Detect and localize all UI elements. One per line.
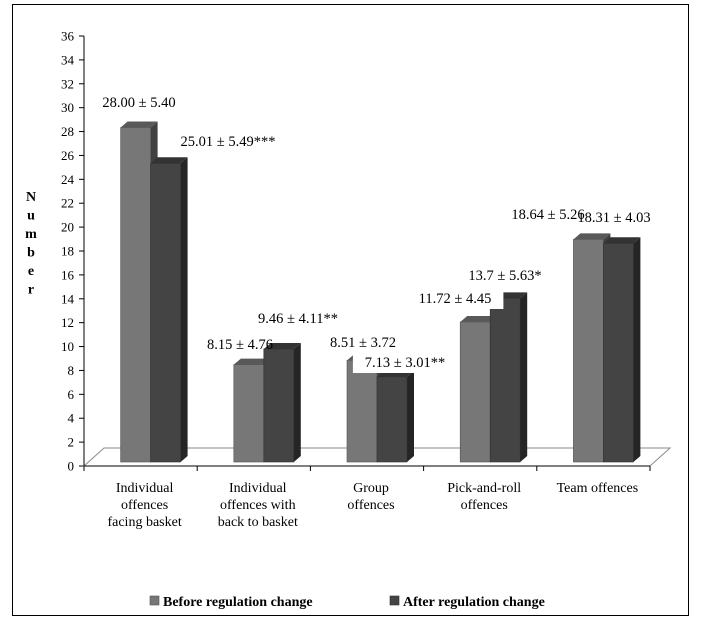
data-label: 25.01 ± 5.49***	[181, 134, 276, 150]
y-tick-label: 36	[61, 29, 75, 44]
data-label: 8.15 ± 4.76	[207, 337, 273, 353]
data-label: 8.51 ± 3.72	[330, 335, 396, 351]
x-category-label: back to basket	[218, 515, 298, 530]
bar-before	[121, 128, 151, 462]
y-axis-label-letter: b	[27, 246, 35, 261]
legend-label: After regulation change	[403, 595, 545, 610]
data-label: 7.13 ± 3.01**	[365, 355, 445, 371]
y-axis-label-letter: m	[25, 227, 37, 242]
y-tick-label: 12	[61, 315, 74, 330]
y-tick-label: 0	[68, 459, 75, 474]
bar-before	[460, 322, 490, 462]
bar-after	[151, 163, 181, 462]
legend-label: Before regulation change	[163, 595, 313, 610]
y-tick-label: 4	[68, 411, 75, 426]
y-tick-label: 2	[68, 435, 75, 450]
x-category-label: Pick-and-roll	[447, 481, 521, 496]
bar-before	[234, 365, 264, 462]
legend-swatch	[150, 596, 159, 605]
bar-after	[264, 349, 294, 462]
data-label: 13.7 ± 5.63*	[468, 268, 541, 284]
data-label: 18.31 ± 4.03	[577, 210, 650, 226]
y-tick-label: 16	[61, 267, 75, 282]
bar-before	[347, 360, 377, 462]
x-category-label: offences	[461, 498, 508, 513]
x-category-label: facing basket	[107, 515, 181, 530]
y-tick-label: 28	[61, 124, 74, 139]
y-tick-label: 32	[61, 76, 74, 91]
bar-side	[407, 371, 414, 462]
x-category-label: Individual	[116, 481, 174, 496]
data-label: 28.00 ± 5.40	[102, 95, 175, 111]
legend-swatch	[390, 596, 399, 605]
y-tick-label: 14	[61, 291, 75, 306]
y-tick-label: 18	[61, 244, 74, 259]
y-tick-label: 10	[61, 339, 74, 354]
bar-after	[603, 243, 633, 462]
y-axis-label-letter: e	[28, 264, 34, 279]
y-tick-label: 22	[61, 196, 74, 211]
y-axis-label-letter: N	[26, 190, 36, 205]
x-category-label: offences with	[220, 498, 296, 513]
bar-after	[490, 298, 520, 462]
bar-side	[520, 292, 527, 462]
data-label: 9.46 ± 4.11**	[258, 311, 338, 327]
data-label: 11.72 ± 4.45	[419, 291, 492, 307]
x-category-label: offences	[347, 498, 394, 513]
bar-after	[377, 377, 407, 462]
x-category-label: offences	[121, 498, 168, 513]
data-label: 18.64 ± 5.26	[511, 207, 584, 223]
y-axis-label-letter: r	[28, 283, 34, 298]
bar-side	[633, 237, 640, 462]
y-tick-label: 20	[61, 220, 74, 235]
y-tick-label: 26	[61, 148, 75, 163]
bar-side	[294, 343, 301, 462]
y-tick-label: 34	[61, 52, 75, 67]
y-tick-label: 8	[68, 363, 75, 378]
y-tick-label: 6	[68, 387, 75, 402]
x-category-label: Group	[353, 481, 389, 496]
x-category-label: Individual	[229, 481, 287, 496]
y-axis-label-letter: u	[27, 209, 35, 224]
bar-side	[181, 157, 188, 462]
y-tick-label: 30	[61, 100, 74, 115]
bar-before	[573, 239, 603, 462]
x-category-label: Team offences	[557, 481, 639, 496]
y-tick-label: 24	[61, 172, 75, 187]
